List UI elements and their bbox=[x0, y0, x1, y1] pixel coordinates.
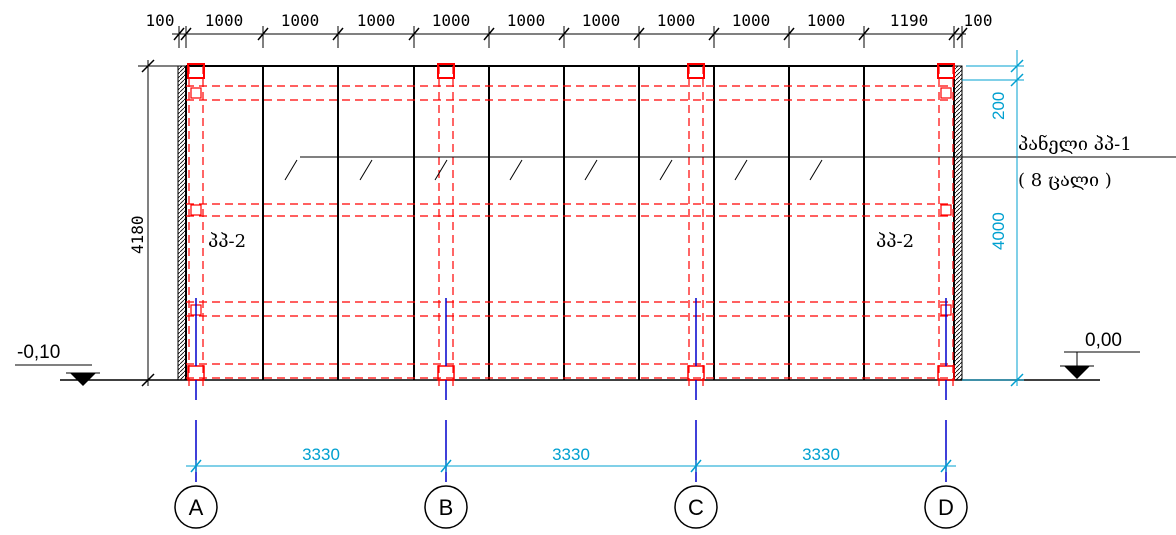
leader-tick bbox=[659, 159, 673, 181]
column-top-marker bbox=[687, 63, 705, 79]
leader-tick bbox=[734, 159, 748, 181]
axis-bubble bbox=[174, 485, 218, 529]
beam-bearing-marker bbox=[190, 87, 202, 99]
level-right-value: 0,00 bbox=[1085, 330, 1122, 351]
top-dimension-value: 100 bbox=[146, 11, 175, 30]
beam-bearing-marker bbox=[940, 204, 952, 216]
height-dimension-value: 4180 bbox=[128, 215, 147, 254]
panel-label-line2: ( 8 ცალი ) bbox=[1018, 170, 1112, 191]
level-left-value: -0,10 bbox=[17, 342, 60, 363]
axis-dimension-value: 3330 bbox=[802, 445, 840, 464]
top-dimension-value: 1000 bbox=[357, 11, 396, 30]
level-marker-right bbox=[1060, 351, 1140, 379]
top-dimension-value: 1000 bbox=[507, 11, 546, 30]
hidden-beams bbox=[186, 66, 954, 388]
axis-bubble bbox=[674, 485, 718, 529]
leader-tick bbox=[359, 159, 373, 181]
wall-frame bbox=[60, 65, 1100, 381]
column-markers bbox=[187, 63, 955, 381]
top-dimension-value: 1000 bbox=[657, 11, 696, 30]
axis-bubble bbox=[424, 485, 468, 529]
axis-label: C bbox=[688, 495, 704, 520]
axis-dimension-chain bbox=[186, 459, 956, 473]
panel-division-lines bbox=[185, 66, 955, 380]
level-marker-left bbox=[15, 364, 100, 386]
panel-label-leader bbox=[284, 156, 1176, 181]
right-dimension-upper: 200 bbox=[989, 92, 1008, 120]
height-dimension bbox=[138, 59, 186, 387]
top-dimension-value: 1000 bbox=[807, 11, 846, 30]
column-top-marker bbox=[937, 63, 955, 79]
column-top-marker bbox=[187, 63, 205, 79]
axis-label: B bbox=[439, 495, 454, 520]
beam-bearing-marker bbox=[190, 204, 202, 216]
column-top-marker bbox=[437, 63, 455, 79]
axis-label: D bbox=[938, 495, 954, 520]
leader-tick bbox=[509, 159, 523, 181]
top-dimension-value: 1000 bbox=[582, 11, 621, 30]
top-dimension-value: 1000 bbox=[205, 11, 244, 30]
top-dimension-value: 1190 bbox=[890, 11, 929, 30]
axis-dimension-value: 3330 bbox=[302, 445, 340, 464]
axis-bubbles: A B C D bbox=[174, 485, 968, 529]
top-dimension-chain: 100 1000 1000 1000 1000 1000 1000 1000 1000 1000 1… bbox=[146, 11, 993, 48]
right-dimension-chain bbox=[962, 50, 1024, 387]
leader-tick bbox=[434, 159, 448, 181]
top-dimension-value: 100 bbox=[964, 11, 993, 30]
axis-label: A bbox=[189, 495, 204, 520]
axis-dimension-value: 3330 bbox=[552, 445, 590, 464]
beam-bearing-marker bbox=[940, 87, 952, 99]
axis-bubble bbox=[924, 485, 968, 529]
top-dimension-value: 1000 bbox=[432, 11, 471, 30]
leader-tick bbox=[584, 159, 598, 181]
panel-label-line1: პანელი პპ-1 bbox=[1018, 133, 1132, 155]
right-dimension-lower: 4000 bbox=[989, 212, 1008, 250]
left-panel-label: პპ-2 bbox=[208, 231, 246, 252]
leader-tick bbox=[809, 159, 823, 181]
top-dimension-value: 1000 bbox=[281, 11, 320, 30]
top-dimension-value: 1000 bbox=[732, 11, 771, 30]
leader-tick bbox=[284, 159, 298, 181]
right-panel-label: პპ-2 bbox=[876, 231, 914, 252]
